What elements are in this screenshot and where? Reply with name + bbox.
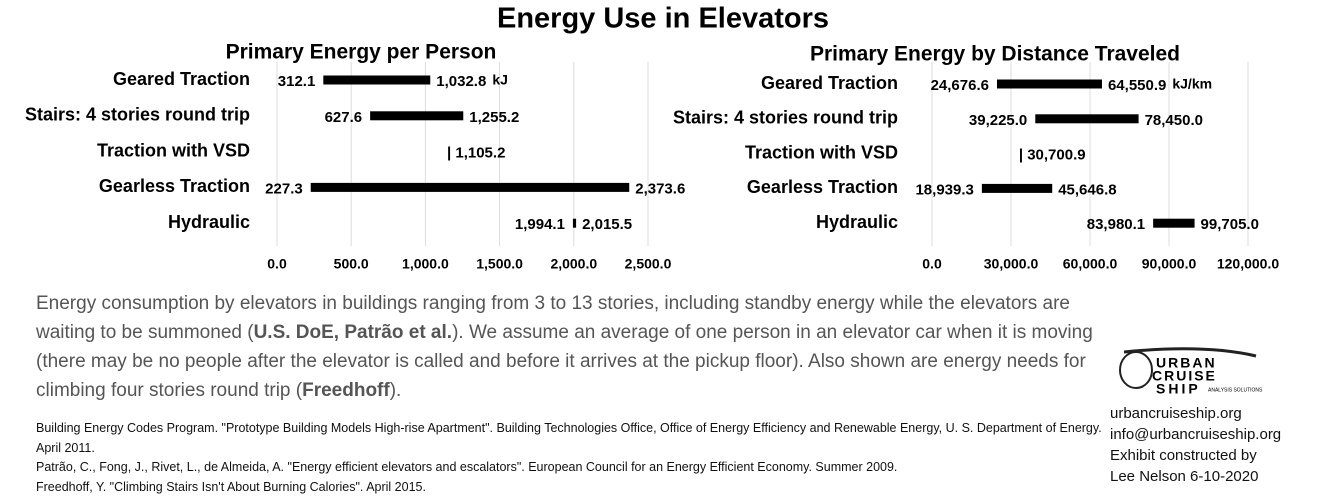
- x-tick-label: 90,000.0: [1142, 256, 1197, 272]
- references: Building Energy Codes Program. "Prototyp…: [36, 419, 1106, 497]
- contact: urbancruiseship.org info@urbancruiseship.…: [1110, 403, 1281, 487]
- x-tick-label: 30,000.0: [984, 256, 1039, 272]
- x-tick-label: 500.0: [334, 256, 369, 272]
- logo: URBAN CRUISE SHIP ANALYSIS SOLUTIONS: [1119, 347, 1263, 396]
- page-title: Energy Use in Elevators: [497, 3, 829, 35]
- category-label: Geared Traction: [761, 73, 898, 93]
- low-label: 18,939.3: [915, 181, 973, 198]
- description-run: Freedhoff: [302, 380, 390, 401]
- x-tick-label: 0.0: [267, 256, 287, 272]
- contact-line: Exhibit constructed by: [1110, 447, 1257, 464]
- category-label: Gearless Traction: [99, 176, 250, 196]
- category-label: Gearless Traction: [747, 177, 898, 197]
- low-label: 312.1: [278, 73, 316, 90]
- x-tick-label: 1,500.0: [476, 256, 523, 272]
- high-label: 64,550.9: [1108, 77, 1166, 94]
- low-label: 24,676.6: [931, 77, 989, 94]
- range-bar: [996, 79, 1102, 89]
- range-bar: [370, 111, 464, 121]
- x-tick-label: 60,000.0: [1063, 256, 1118, 272]
- unit-label: kJ/km: [1172, 76, 1212, 92]
- low-label: 83,980.1: [1087, 216, 1145, 233]
- range-bar: [572, 218, 577, 228]
- chart-title: Primary Energy by Distance Traveled: [810, 43, 1180, 66]
- high-label: 1,255.2: [469, 109, 519, 126]
- logo-emblem: [1119, 351, 1153, 389]
- high-label: 99,705.0: [1201, 216, 1259, 233]
- chart-title: Primary Energy per Person: [226, 41, 497, 64]
- description-run: U.S. DoE, Patrão et al.: [253, 322, 453, 343]
- range-bar: [323, 75, 431, 85]
- description-run: ).: [389, 380, 402, 401]
- category-label: Traction with VSD: [745, 142, 898, 162]
- logo-text: CRUISE: [1152, 368, 1217, 384]
- low-label: 227.3: [265, 180, 303, 197]
- reference: Building Energy Codes Program. "Prototyp…: [36, 421, 1102, 455]
- charts: Energy Use in Elevators Primary Energy p…: [25, 3, 1279, 272]
- description-run: Energy consumption by elevators in build…: [36, 293, 1070, 343]
- logo-text: SHIP: [1156, 381, 1201, 396]
- high-label: | 1,105.2: [447, 145, 505, 162]
- x-tick-label: 0.0: [922, 256, 942, 272]
- logo-text: URBAN: [1156, 355, 1217, 371]
- reference: Patrão, C., Fong, J., Rivet, L., de Alme…: [36, 460, 898, 474]
- contact-line: info@urbancruiseship.org: [1110, 426, 1282, 443]
- high-label: 78,450.0: [1145, 112, 1203, 129]
- x-tick-label: 1,000.0: [402, 256, 449, 272]
- logo-arc: [1123, 347, 1257, 358]
- x-tick-label: 2,000.0: [550, 256, 597, 272]
- high-label: 2,373.6: [635, 180, 685, 197]
- reference: Freedhoff, Y. "Climbing Stairs Isn't Abo…: [36, 479, 426, 494]
- range-bar: [981, 183, 1053, 193]
- contact-line: urbancruiseship.org: [1110, 405, 1242, 422]
- low-label: 627.6: [325, 109, 363, 126]
- range-bar: [310, 182, 630, 192]
- category-label: Geared Traction: [113, 69, 250, 89]
- low-label: 1,994.1: [515, 216, 565, 233]
- high-label: 45,646.8: [1058, 181, 1116, 198]
- x-tick-label: 120,000.0: [1217, 256, 1279, 272]
- x-tick-label: 2,500.0: [625, 256, 672, 272]
- high-label: 2,015.5: [582, 216, 632, 233]
- description-run: ). We assume an average of one person in…: [36, 322, 1093, 401]
- description: Energy consumption by elevators in build…: [36, 289, 1096, 405]
- category-label: Traction with VSD: [97, 140, 250, 160]
- category-label: Stairs: 4 stories round trip: [25, 105, 250, 125]
- unit-label: kJ: [492, 72, 508, 88]
- category-label: Hydraulic: [816, 212, 898, 232]
- high-label: | 30,700.9: [1019, 147, 1086, 164]
- category-label: Stairs: 4 stories round trip: [673, 108, 898, 128]
- high-label: 1,032.8: [436, 73, 486, 90]
- category-label: Hydraulic: [168, 212, 250, 232]
- low-label: 39,225.0: [969, 112, 1027, 129]
- logo-tagline: ANALYSIS SOLUTIONS: [1208, 387, 1263, 393]
- range-bar: [1035, 114, 1139, 124]
- range-bar: [1153, 218, 1195, 228]
- contact-line: Lee Nelson 6-10-2020: [1110, 468, 1259, 485]
